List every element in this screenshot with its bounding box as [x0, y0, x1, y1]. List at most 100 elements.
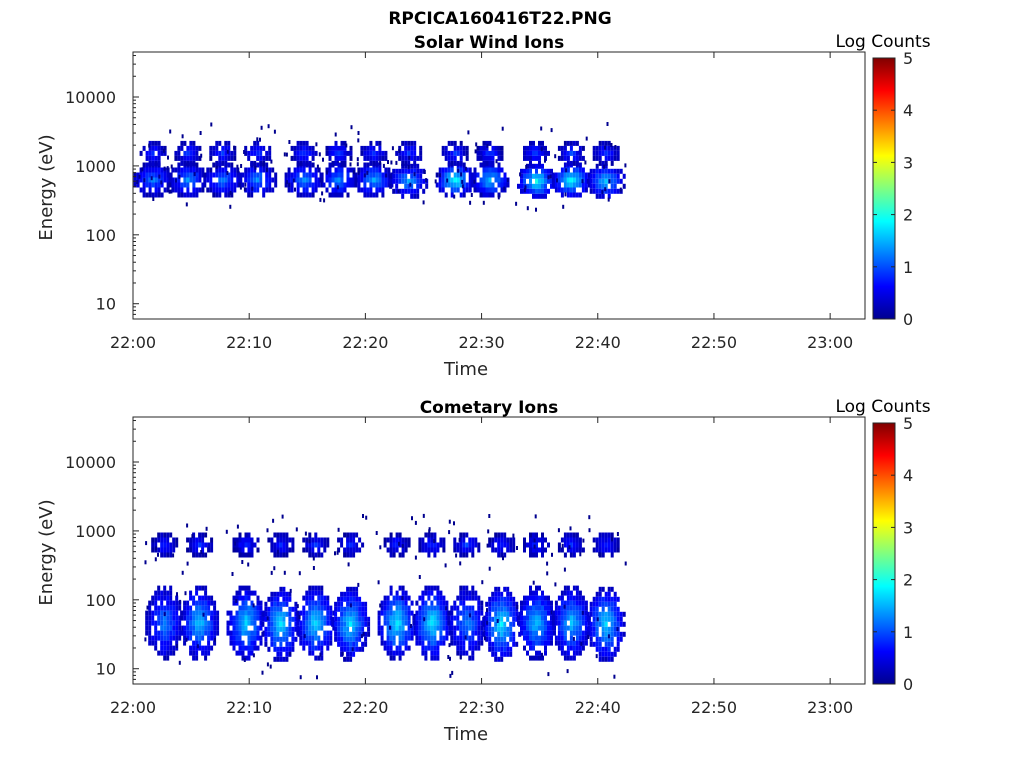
heatmap-cell [250, 605, 254, 611]
heatmap-cell [166, 605, 170, 611]
heatmap-cell [410, 150, 414, 156]
heatmap-cell [562, 204, 565, 209]
heatmap-cell [238, 610, 242, 616]
heatmap-cell [500, 182, 504, 188]
heatmap-cell [175, 645, 179, 651]
heatmap-cell [407, 645, 411, 651]
heatmap-cell [198, 172, 202, 178]
heatmap-cell [148, 150, 152, 156]
heatmap-cell [174, 150, 178, 156]
heatmap-cell [584, 187, 588, 193]
heatmap-cell [171, 177, 175, 183]
heatmap-cell [270, 611, 274, 617]
heatmap-cell [509, 621, 513, 627]
heatmap-cell [166, 172, 170, 178]
heatmap-cell [610, 626, 614, 632]
heatmap-cell [229, 620, 233, 626]
heatmap-cell [354, 177, 358, 183]
heatmap-cell [535, 600, 538, 606]
heatmap-cell [578, 167, 582, 173]
heatmap-cell [328, 150, 332, 156]
heatmap-cell [430, 532, 434, 538]
heatmap-cell [421, 620, 425, 626]
heatmap-cell [479, 155, 483, 161]
heatmap-cell [308, 635, 312, 641]
heatmap-cell [189, 160, 193, 166]
heatmap-cell [566, 645, 570, 651]
heatmap-cell [326, 640, 330, 646]
heatmap-cell [204, 610, 208, 616]
heatmap-cell [279, 616, 283, 622]
heatmap-cell [319, 172, 323, 178]
heatmap-cell [252, 603, 255, 608]
heatmap-cell [285, 532, 289, 538]
heatmap-cell [512, 631, 516, 637]
heatmap-cell [526, 625, 529, 631]
heatmap-cell [442, 537, 446, 543]
heatmap-cell [389, 178, 393, 184]
heatmap-cell [566, 595, 570, 601]
heatmap-cell [392, 173, 396, 179]
heatmap-cell [563, 640, 567, 646]
heatmap-cell [267, 621, 271, 627]
heatmap-cell [401, 615, 405, 621]
heatmap-cell [346, 172, 350, 178]
heatmap-cell [462, 145, 466, 151]
heatmap-cell [464, 635, 467, 640]
heatmap-cell [279, 601, 283, 607]
heatmap-cell [572, 610, 576, 616]
heatmap-cell [175, 542, 179, 548]
heatmap-cell [401, 650, 405, 656]
heatmap-cell [471, 635, 475, 641]
heatmap-cell [265, 150, 269, 156]
heatmap-cell [471, 585, 475, 591]
heatmap-cell [352, 172, 356, 178]
heatmap-cell [520, 630, 523, 636]
heatmap-cell [163, 630, 167, 636]
heatmap-cell [145, 167, 149, 173]
heatmap-cell [317, 605, 321, 611]
heatmap-cell [560, 145, 564, 151]
heatmap-cell [154, 160, 158, 166]
heatmap-cell [589, 188, 593, 194]
heatmap-cell [497, 641, 501, 647]
heatmap-cell [238, 650, 242, 656]
heatmap-cell [247, 655, 251, 661]
heatmap-cell [494, 172, 498, 178]
heatmap-cell [262, 187, 266, 193]
heatmap-cell [581, 595, 585, 601]
heatmap-cell [210, 122, 213, 127]
heatmap-cell [520, 605, 523, 611]
heatmap-cell [410, 625, 414, 631]
heatmap-cell [421, 537, 425, 543]
heatmap-cell [175, 595, 179, 601]
heatmap-cell [392, 615, 396, 621]
heatmap-cell [462, 542, 466, 548]
heatmap-cell [285, 611, 289, 617]
heatmap-cell [482, 182, 486, 188]
heatmap-cell [198, 537, 202, 543]
heatmap-cell [430, 625, 434, 631]
heatmap-cell [601, 547, 605, 553]
heatmap-cell [288, 591, 292, 597]
heatmap-cell [218, 140, 222, 146]
heatmap-cell [398, 600, 402, 606]
heatmap-cell [578, 155, 582, 161]
heatmap-cell [384, 177, 388, 183]
heatmap-cell [419, 155, 423, 161]
heatmap-cell [168, 177, 172, 183]
heatmap-cell [192, 620, 196, 626]
heatmap-cell [551, 552, 553, 557]
heatmap-cell [166, 650, 170, 656]
heatmap-cell [535, 610, 538, 616]
heatmap-cell [535, 630, 538, 636]
heatmap-cell [362, 514, 364, 518]
heatmap-cell [366, 177, 370, 183]
heatmap-cell [292, 178, 295, 183]
heatmap-cell [193, 172, 196, 177]
heatmap-cell [488, 177, 492, 183]
heatmap-cell [607, 542, 611, 548]
heatmap-cell [163, 615, 167, 621]
heatmap-cell [554, 182, 558, 188]
heatmap-cell [610, 542, 614, 548]
